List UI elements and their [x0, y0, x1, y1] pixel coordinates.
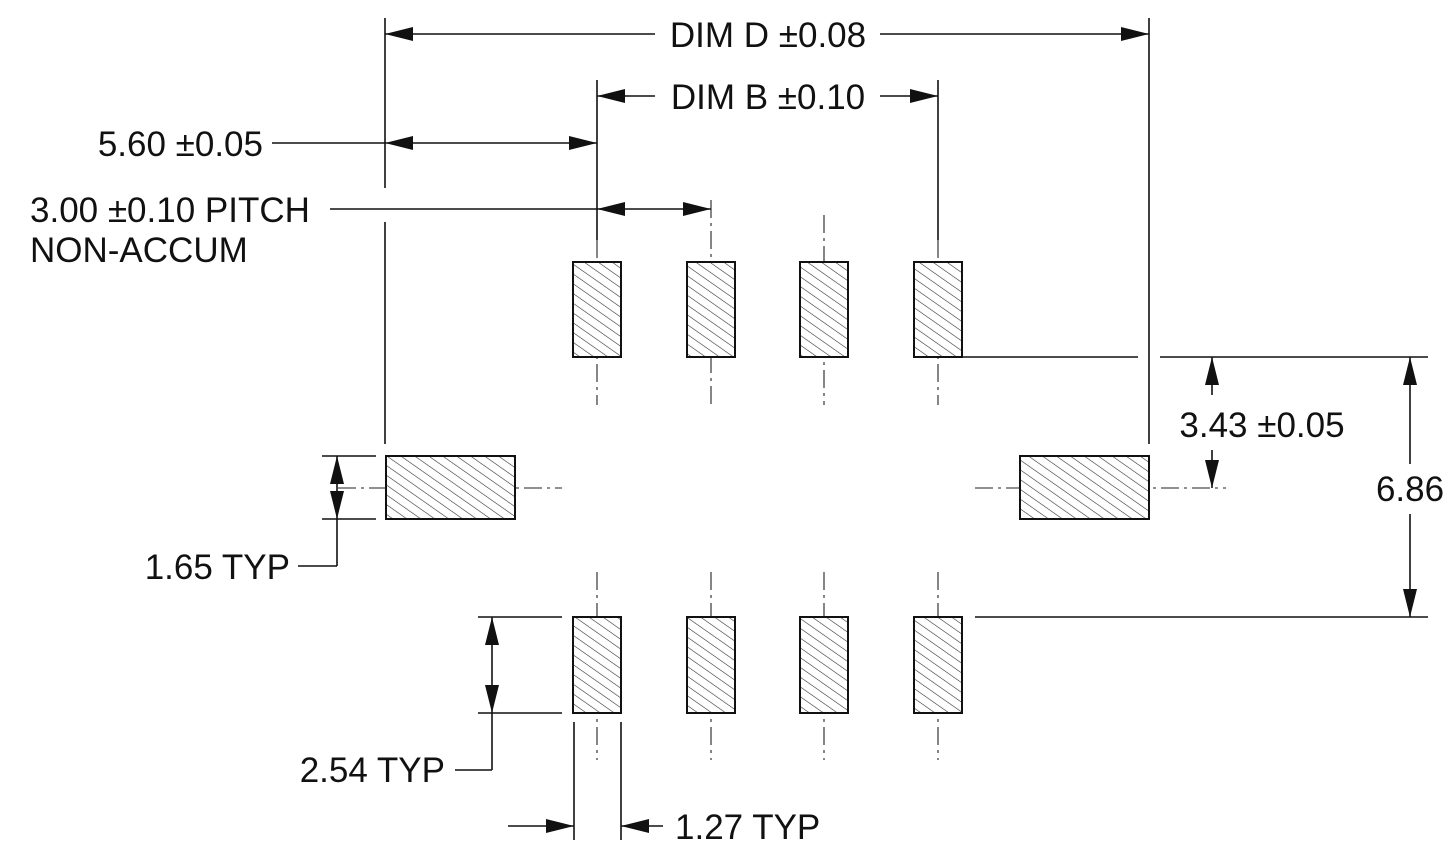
- dim-d-dimension: DIM D ±0.08: [385, 16, 1149, 55]
- pad: [799, 616, 849, 714]
- pitch-dimension: 3.00 ±0.10 PITCH NON-ACCUM: [30, 191, 711, 270]
- pad: [686, 616, 736, 714]
- dim-b-label: DIM B ±0.10: [671, 78, 865, 117]
- half-height-dimension: 3.43 ±0.05: [1179, 357, 1345, 488]
- pad-width-dimension: 1.27 TYP: [508, 808, 820, 847]
- offset-label: 5.60 ±0.05: [98, 125, 263, 164]
- total-height-dimension: 6.86: [1376, 357, 1444, 617]
- pad: [799, 261, 849, 358]
- pad: [686, 261, 736, 358]
- pad-length-dimension: 2.54 TYP: [300, 617, 499, 790]
- dim-b-dimension: DIM B ±0.10: [597, 78, 938, 117]
- pad: [913, 616, 963, 714]
- side-pad-height-label: 1.65 TYP: [145, 548, 290, 587]
- pitch-note: NON-ACCUM: [30, 231, 248, 270]
- pad: [1019, 455, 1150, 520]
- top-pad-row: [572, 261, 963, 358]
- side-pad-height-dimension: 1.65 TYP: [145, 456, 344, 587]
- pad: [572, 616, 622, 714]
- dim-d-label: DIM D ±0.08: [670, 16, 866, 55]
- bottom-pad-row: [572, 616, 963, 714]
- pitch-label: 3.00 ±0.10 PITCH: [30, 191, 310, 230]
- pad: [572, 261, 622, 358]
- pad: [385, 455, 516, 520]
- pad-width-label: 1.27 TYP: [675, 808, 820, 847]
- pad-length-label: 2.54 TYP: [300, 751, 445, 790]
- pad: [913, 261, 963, 358]
- total-height-label: 6.86: [1376, 470, 1444, 509]
- half-height-label: 3.43 ±0.05: [1179, 406, 1344, 445]
- offset-dimension: 5.60 ±0.05: [98, 125, 597, 164]
- side-pads: [385, 455, 1150, 520]
